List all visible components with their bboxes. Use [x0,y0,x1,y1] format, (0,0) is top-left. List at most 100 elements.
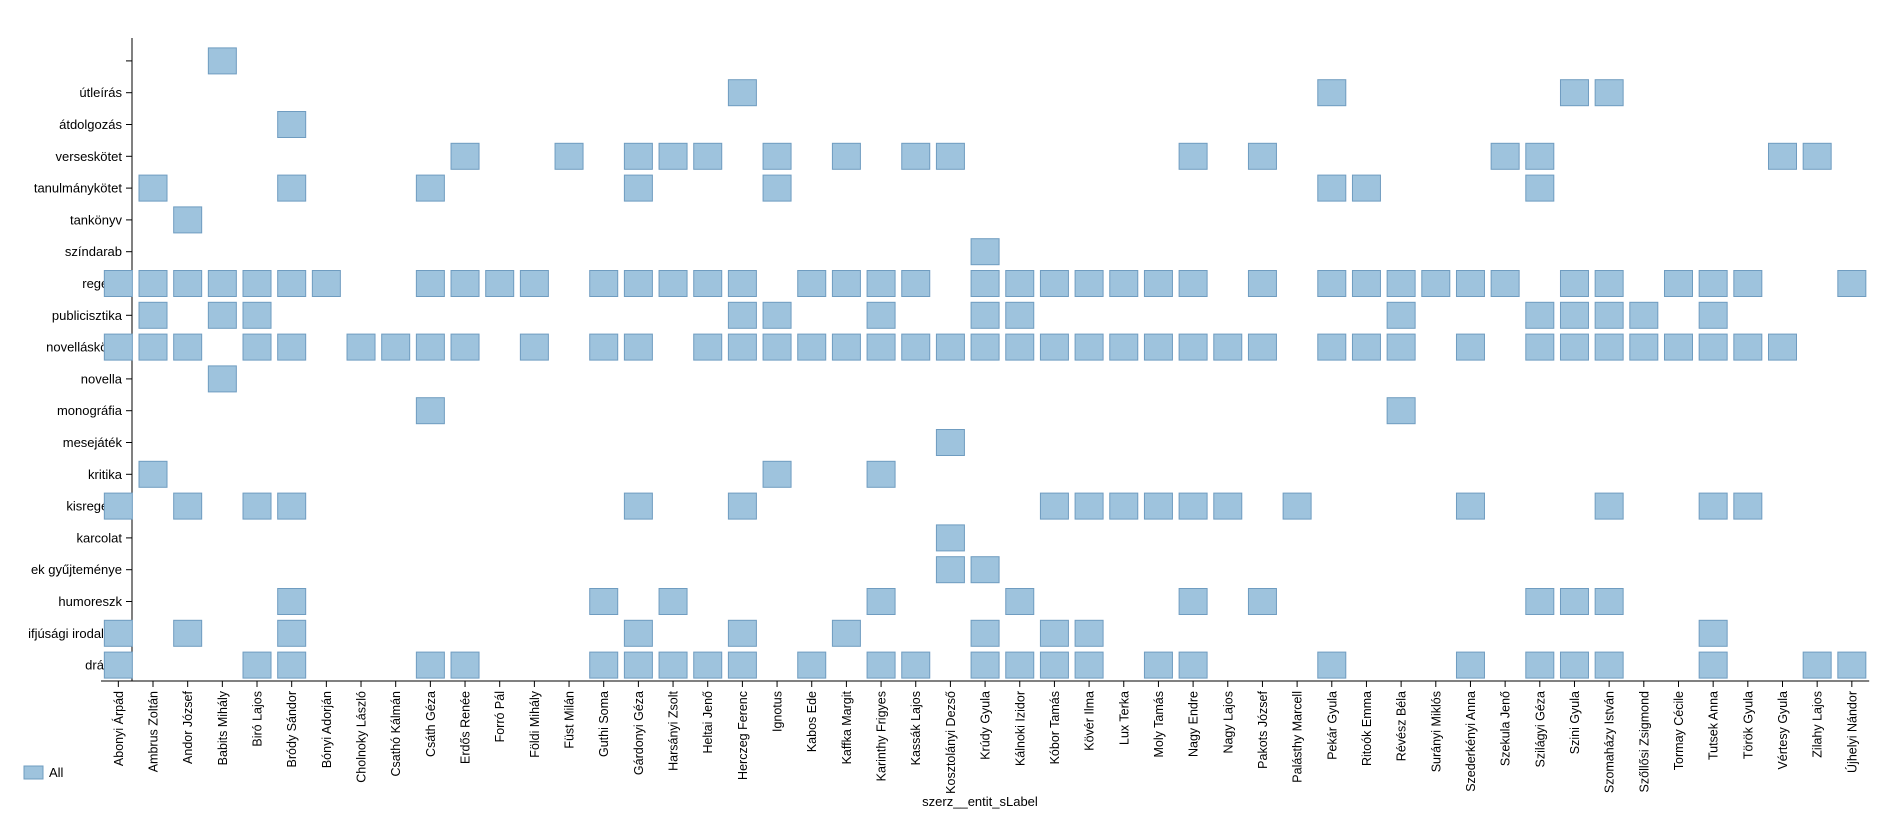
heatmap-cell[interactable] [173,492,203,520]
heatmap-cell[interactable] [1074,492,1104,520]
heatmap-cell[interactable] [415,270,445,297]
heatmap-cell[interactable] [415,397,445,425]
heatmap-cell[interactable] [138,460,168,488]
heatmap-cell[interactable] [1317,333,1347,361]
heatmap-cell[interactable] [1525,301,1555,329]
heatmap-cell[interactable] [901,651,931,679]
heatmap-cell[interactable] [970,556,1000,584]
heatmap-cell[interactable] [1594,651,1624,679]
heatmap-cell[interactable] [1005,588,1035,615]
heatmap-cell[interactable] [831,333,861,361]
heatmap-cell[interactable] [831,270,861,297]
heatmap-cell[interactable] [1143,651,1173,679]
heatmap-cell[interactable] [1039,333,1069,361]
heatmap-cell[interactable] [1455,492,1485,520]
heatmap-cell[interactable] [1559,301,1589,329]
heatmap-cell[interactable] [1039,270,1069,297]
heatmap-cell[interactable] [103,492,133,520]
heatmap-cell[interactable] [1317,79,1347,107]
heatmap-cell[interactable] [1559,333,1589,361]
heatmap-cell[interactable] [1178,270,1208,297]
heatmap-cell[interactable] [1074,619,1104,647]
heatmap-cell[interactable] [311,270,341,297]
heatmap-cell[interactable] [1802,651,1832,679]
heatmap-cell[interactable] [831,619,861,647]
heatmap-cell[interactable] [1351,174,1381,202]
heatmap-cell[interactable] [589,333,619,361]
heatmap-cell[interactable] [970,301,1000,329]
heatmap-cell[interactable] [1178,651,1208,679]
heatmap-cell[interactable] [242,301,272,329]
heatmap-cell[interactable] [277,619,307,647]
heatmap-cell[interactable] [519,333,549,361]
heatmap-cell[interactable] [970,651,1000,679]
heatmap-cell[interactable] [1074,333,1104,361]
heatmap-cell[interactable] [1005,651,1035,679]
heatmap-cell[interactable] [1178,588,1208,615]
heatmap-cell[interactable] [1525,588,1555,615]
heatmap-cell[interactable] [1594,333,1624,361]
heatmap-cell[interactable] [623,492,653,520]
heatmap-cell[interactable] [1490,270,1520,297]
heatmap-cell[interactable] [762,301,792,329]
heatmap-cell[interactable] [138,333,168,361]
heatmap-cell[interactable] [693,333,723,361]
heatmap-cell[interactable] [1525,651,1555,679]
heatmap-cell[interactable] [1421,270,1451,297]
heatmap-cell[interactable] [1143,492,1173,520]
heatmap-cell[interactable] [693,651,723,679]
heatmap-cell[interactable] [1629,333,1659,361]
heatmap-cell[interactable] [1559,651,1589,679]
heatmap-cell[interactable] [485,270,515,297]
heatmap-cell[interactable] [1455,651,1485,679]
heatmap-cell[interactable] [1005,301,1035,329]
heatmap-cell[interactable] [1767,333,1797,361]
heatmap-cell[interactable] [727,492,757,520]
heatmap-cell[interactable] [173,206,203,234]
heatmap-cell[interactable] [242,651,272,679]
heatmap-cell[interactable] [1109,270,1139,297]
heatmap-cell[interactable] [1698,301,1728,329]
heatmap-cell[interactable] [797,270,827,297]
heatmap-cell[interactable] [450,333,480,361]
heatmap-cell[interactable] [658,588,688,615]
heatmap-cell[interactable] [1178,333,1208,361]
heatmap-cell[interactable] [1594,79,1624,107]
heatmap-cell[interactable] [138,174,168,202]
heatmap-cell[interactable] [1178,142,1208,170]
heatmap-cell[interactable] [277,111,307,138]
heatmap-cell[interactable] [1074,270,1104,297]
heatmap-cell[interactable] [658,142,688,170]
heatmap-cell[interactable] [762,460,792,488]
heatmap-cell[interactable] [138,270,168,297]
heatmap-cell[interactable] [727,333,757,361]
heatmap-cell[interactable] [866,301,896,329]
heatmap-cell[interactable] [1455,333,1485,361]
heatmap-cell[interactable] [727,619,757,647]
heatmap-cell[interactable] [970,619,1000,647]
heatmap-cell[interactable] [277,270,307,297]
heatmap-cell[interactable] [935,142,965,170]
heatmap-cell[interactable] [1039,651,1069,679]
heatmap-cell[interactable] [589,588,619,615]
heatmap-cell[interactable] [727,270,757,297]
heatmap-cell[interactable] [1629,301,1659,329]
heatmap-cell[interactable] [173,270,203,297]
heatmap-cell[interactable] [623,142,653,170]
heatmap-cell[interactable] [519,270,549,297]
heatmap-cell[interactable] [1594,301,1624,329]
heatmap-cell[interactable] [1386,301,1416,329]
heatmap-cell[interactable] [866,651,896,679]
heatmap-cell[interactable] [1559,79,1589,107]
heatmap-cell[interactable] [415,333,445,361]
heatmap-cell[interactable] [1074,651,1104,679]
heatmap-cell[interactable] [1525,142,1555,170]
heatmap-cell[interactable] [1490,142,1520,170]
heatmap-cell[interactable] [277,651,307,679]
heatmap-cell[interactable] [1663,270,1693,297]
heatmap-cell[interactable] [1213,333,1243,361]
heatmap-cell[interactable] [242,492,272,520]
heatmap-cell[interactable] [1143,270,1173,297]
heatmap-cell[interactable] [727,651,757,679]
heatmap-cell[interactable] [242,333,272,361]
